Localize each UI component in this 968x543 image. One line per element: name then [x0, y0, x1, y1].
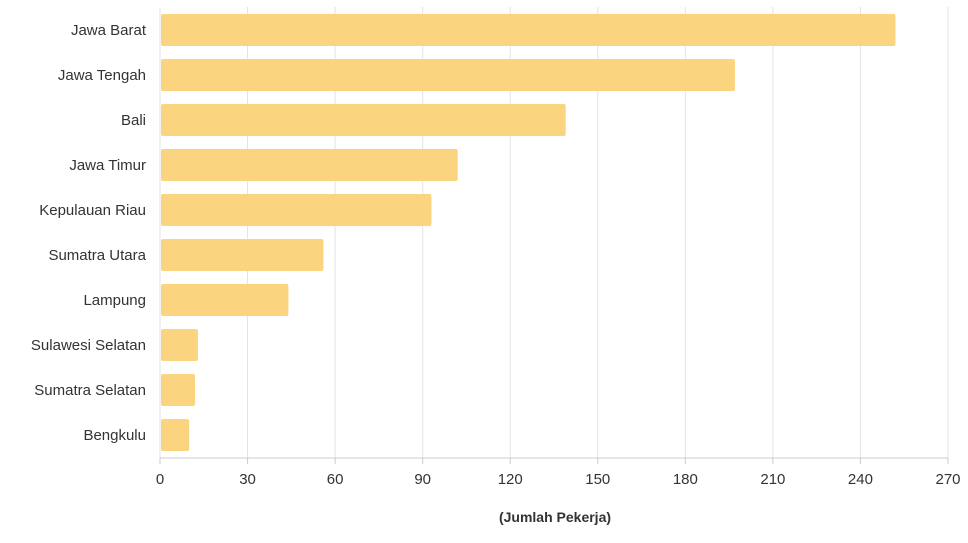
x-tick-labels: 0 30 60 90 120 150 180 210 240 270	[156, 458, 961, 488]
bar	[161, 149, 458, 181]
bar	[161, 14, 896, 46]
bar	[161, 419, 190, 451]
bar	[161, 104, 566, 136]
bar	[161, 59, 735, 91]
x-axis-title: (Jumlah Pekerja)	[499, 509, 611, 525]
category-label: Sumatra Utara	[48, 247, 146, 264]
x-tick-label: 60	[327, 471, 344, 488]
x-tick-label: 0	[156, 471, 164, 488]
x-tick-label: 270	[935, 471, 960, 488]
category-label: Kepulauan Riau	[39, 202, 146, 219]
category-label: Jawa Timur	[69, 157, 146, 174]
x-tick-label: 180	[673, 471, 698, 488]
category-label: Lampung	[83, 292, 146, 309]
category-label: Sumatra Selatan	[34, 382, 146, 399]
category-label: Sulawesi Selatan	[31, 337, 146, 354]
x-tick-label: 240	[848, 471, 873, 488]
bar	[161, 194, 432, 226]
category-label: Jawa Barat	[71, 22, 147, 39]
category-labels: Jawa Barat Jawa Tengah Bali Jawa Timur Kepul…	[31, 22, 147, 444]
x-tick-label: 210	[760, 471, 785, 488]
bar	[161, 239, 324, 271]
x-tick-label: 90	[414, 471, 431, 488]
bars	[161, 14, 896, 451]
x-tick-label: 30	[239, 471, 256, 488]
category-label: Jawa Tengah	[58, 67, 146, 84]
bar	[161, 284, 289, 316]
bar	[161, 374, 196, 406]
category-label: Bengkulu	[83, 427, 146, 444]
bar	[161, 329, 198, 361]
x-tick-label: 150	[585, 471, 610, 488]
x-tick-label: 120	[498, 471, 523, 488]
category-label: Bali	[121, 112, 146, 129]
